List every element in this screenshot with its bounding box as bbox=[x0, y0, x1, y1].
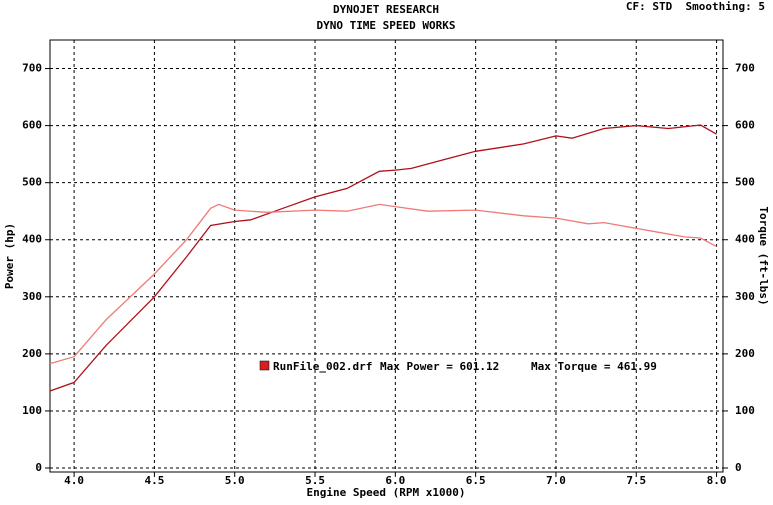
x-tick-label: 5.0 bbox=[225, 474, 245, 487]
x-tick-label: 6.5 bbox=[466, 474, 486, 487]
legend-swatch bbox=[259, 360, 270, 371]
x-tick-label: 7.0 bbox=[546, 474, 566, 487]
y-tick-label: 600 bbox=[22, 119, 42, 132]
y2-tick-label: 600 bbox=[735, 119, 755, 132]
x-tick-label: 6.0 bbox=[385, 474, 405, 487]
x-tick-label: 5.5 bbox=[305, 474, 325, 487]
x-tick-label: 4.5 bbox=[144, 474, 164, 487]
settings-label: CF: STD Smoothing: 5 bbox=[626, 0, 765, 13]
y-tick-label: 700 bbox=[22, 62, 42, 75]
x-tick-label: 8.0 bbox=[707, 474, 727, 487]
y2-axis-label: Torque (ft-lbs) bbox=[757, 206, 770, 305]
annotation: Max Torque = 461.99 bbox=[531, 360, 657, 373]
y2-tick-label: 100 bbox=[735, 404, 755, 417]
legend-label: RunFile_002.drf bbox=[273, 360, 372, 373]
y-tick-label: 0 bbox=[35, 461, 42, 474]
y-tick-label: 100 bbox=[22, 404, 42, 417]
y2-tick-label: 200 bbox=[735, 347, 755, 360]
y2-tick-label: 300 bbox=[735, 290, 755, 303]
y2-tick-label: 400 bbox=[735, 233, 755, 246]
y-tick-label: 200 bbox=[22, 347, 42, 360]
y-tick-label: 300 bbox=[22, 290, 42, 303]
y-tick-label: 400 bbox=[22, 233, 42, 246]
y2-tick-label: 700 bbox=[735, 62, 755, 75]
y-axis-label: Power (hp) bbox=[3, 223, 16, 289]
x-axis-label: Engine Speed (RPM x1000) bbox=[307, 486, 466, 499]
y2-tick-label: 500 bbox=[735, 176, 755, 189]
chart-title: DYNOJET RESEARCH bbox=[333, 3, 439, 16]
y2-tick-label: 0 bbox=[735, 461, 742, 474]
data-line bbox=[49, 203, 717, 365]
y-tick-label: 500 bbox=[22, 176, 42, 189]
x-tick-label: 4.0 bbox=[64, 474, 84, 487]
annotation: Max Power = 601.12 bbox=[380, 360, 499, 373]
plot-frame bbox=[49, 39, 724, 473]
data-line bbox=[49, 124, 717, 392]
chart-subtitle: DYNO TIME SPEED WORKS bbox=[316, 19, 455, 32]
x-tick-label: 7.5 bbox=[626, 474, 646, 487]
